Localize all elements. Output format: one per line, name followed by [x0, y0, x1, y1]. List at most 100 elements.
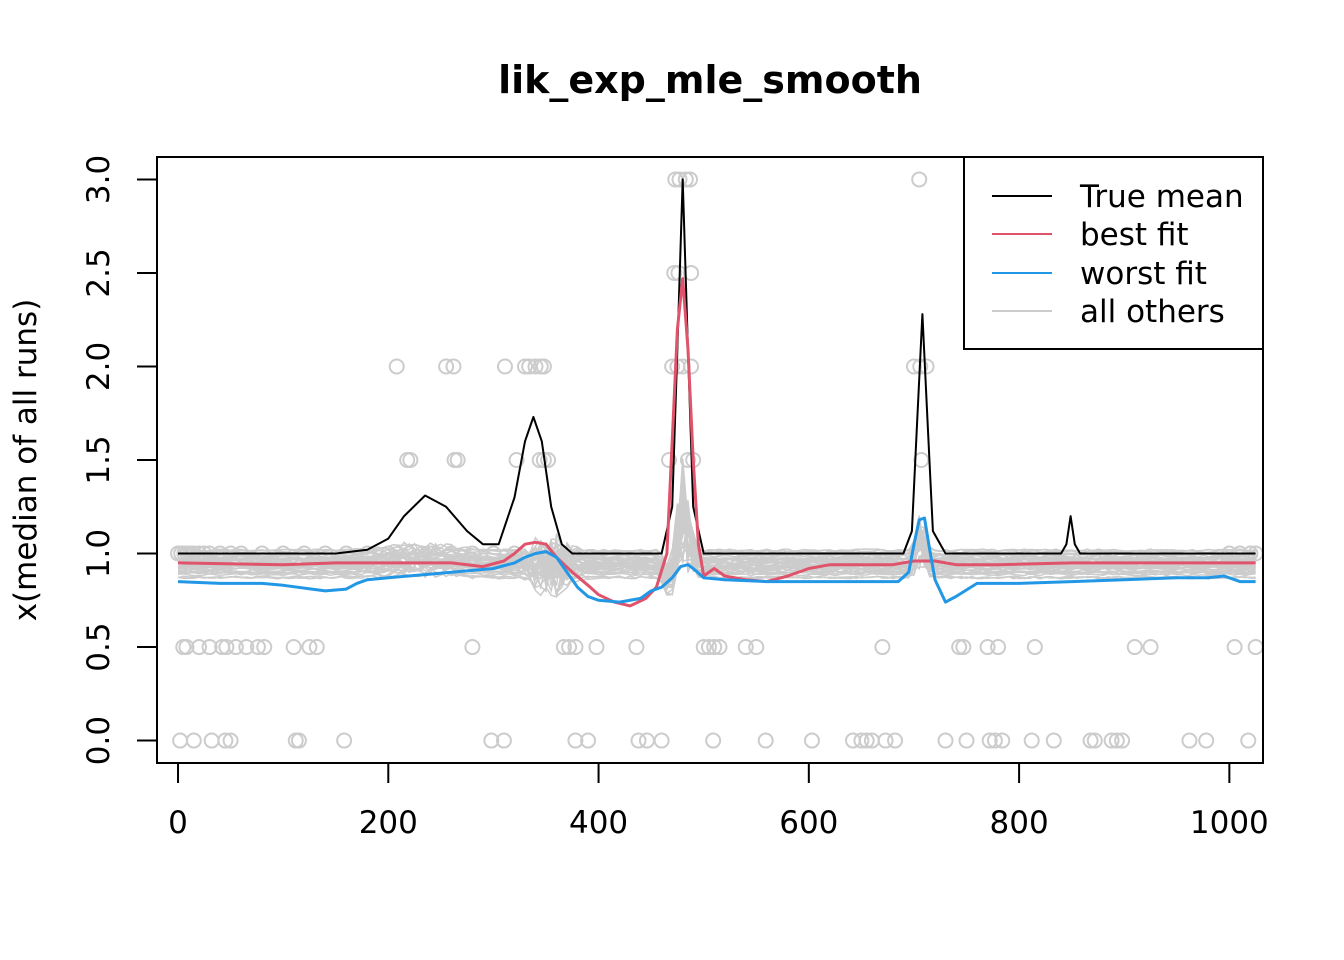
- observation-point: [706, 639, 723, 656]
- observation-point: [249, 639, 266, 656]
- observation-point: [653, 732, 670, 749]
- observation-point: [1114, 732, 1131, 749]
- observation-point: [1240, 732, 1257, 749]
- legend: True mean best fit worst fit all others: [963, 156, 1264, 350]
- observation-point: [711, 639, 728, 656]
- observation-point: [937, 732, 954, 749]
- observation-point: [1023, 732, 1040, 749]
- y-tick-label: 2.0: [81, 342, 117, 391]
- other-run-line: [177, 508, 1256, 596]
- y-tick-label: 3.0: [81, 155, 117, 204]
- observation-point: [1103, 732, 1120, 749]
- observation-point: [172, 732, 189, 749]
- observation-point: [336, 732, 353, 749]
- observation-point: [567, 639, 584, 656]
- observation-point: [981, 732, 998, 749]
- observation-point: [1226, 639, 1243, 656]
- observation-point: [700, 639, 717, 656]
- observation-point: [359, 545, 376, 562]
- observation-point: [446, 452, 463, 468]
- observation-point: [508, 452, 525, 468]
- observation-point: [683, 264, 700, 281]
- observation-point: [887, 732, 904, 749]
- x-tick-label: 1000: [1190, 805, 1269, 841]
- observation-point: [757, 732, 774, 749]
- observation-point: [290, 732, 307, 749]
- legend-label-true-mean: True mean: [1079, 179, 1244, 215]
- observation-point: [464, 639, 481, 656]
- observation-point: [531, 452, 548, 468]
- other-run-line: [177, 547, 1256, 589]
- observation-point: [287, 732, 304, 749]
- observation-point: [877, 732, 894, 749]
- observation-point: [422, 545, 439, 562]
- observation-point: [911, 171, 928, 188]
- observation-point: [567, 732, 584, 749]
- observation-point: [1082, 732, 1099, 749]
- observation-point: [683, 358, 700, 375]
- observation-point: [1181, 732, 1198, 749]
- observation-point: [979, 639, 996, 656]
- observation-point: [664, 358, 681, 375]
- observation-point: [994, 732, 1011, 749]
- observation-point: [1198, 732, 1215, 749]
- observation-point: [666, 264, 683, 281]
- observation-point: [191, 639, 208, 656]
- observation-point: [1108, 732, 1125, 749]
- observation-point: [380, 545, 397, 562]
- other-runs-group: [177, 458, 1256, 598]
- other-run-line: [177, 496, 1256, 586]
- other-run-line: [177, 466, 1256, 568]
- x-tick-label: 600: [779, 805, 838, 841]
- observation-point: [737, 639, 754, 656]
- observation-point: [388, 358, 405, 375]
- observation-point: [485, 545, 502, 562]
- observation-point: [496, 358, 513, 375]
- observation-point: [955, 639, 972, 656]
- observation-point: [516, 358, 533, 375]
- observation-point: [308, 639, 325, 656]
- observation-point: [540, 452, 557, 468]
- observation-point: [803, 732, 820, 749]
- observation-point: [1247, 639, 1264, 656]
- observation-point: [445, 358, 462, 375]
- y-tick-label: 1.0: [81, 529, 117, 578]
- observation-point: [858, 732, 875, 749]
- observation-point: [1126, 639, 1143, 656]
- observation-point: [580, 732, 597, 749]
- y-axis: 0.0 0.5 1.0 1.5 2.0 2.5 3.0: [81, 155, 158, 765]
- other-run-line: [177, 500, 1256, 579]
- observation-point: [201, 639, 218, 656]
- x-axis: 0 200 400 600 800 1000: [168, 762, 1269, 841]
- chart-title: lik_exp_mle_smooth: [498, 58, 922, 102]
- observation-point: [705, 732, 722, 749]
- y-tick-label: 2.5: [81, 248, 117, 297]
- observation-point: [905, 358, 922, 375]
- observation-point: [402, 452, 419, 468]
- observation-point: [401, 545, 418, 562]
- observation-point: [178, 639, 195, 656]
- other-run-line: [177, 509, 1256, 596]
- observation-point: [175, 639, 192, 656]
- observation-point: [238, 639, 255, 656]
- observation-point: [203, 732, 220, 749]
- observation-point: [628, 639, 645, 656]
- observation-point: [671, 171, 688, 188]
- observation-point: [464, 545, 481, 562]
- observation-point: [1142, 639, 1159, 656]
- observation-point: [301, 639, 318, 656]
- legend-label-best-fit: best fit: [1080, 217, 1189, 253]
- observation-point: [535, 358, 552, 375]
- observation-point: [588, 639, 605, 656]
- observation-point: [630, 732, 647, 749]
- series-group: [177, 178, 1256, 608]
- observation-point: [217, 732, 234, 749]
- observation-point: [256, 639, 273, 656]
- observation-point: [506, 545, 523, 562]
- observation-point: [990, 639, 1007, 656]
- series-line-best-fit: [177, 277, 1256, 608]
- observation-point: [958, 732, 975, 749]
- observation-point: [1045, 732, 1062, 749]
- observation-point: [438, 358, 455, 375]
